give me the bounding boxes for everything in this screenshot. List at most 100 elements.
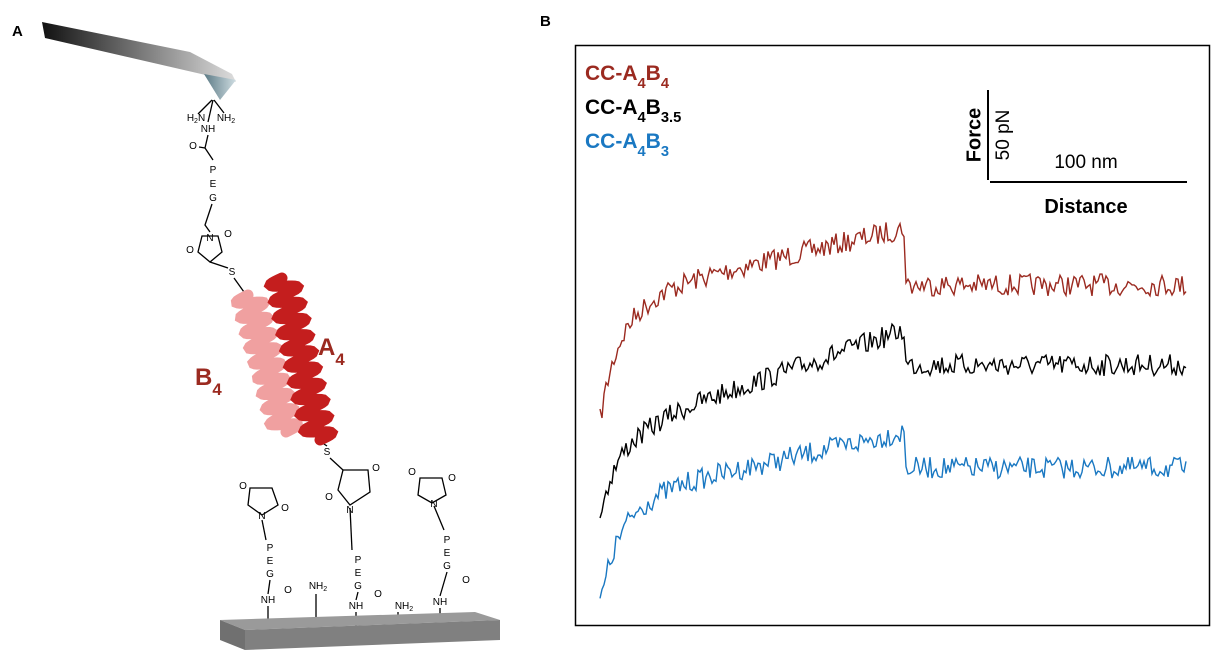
atom-label: NH2 (395, 601, 413, 614)
text-part: 4 (638, 144, 647, 160)
text-part: G (354, 581, 362, 592)
atom-label: O (325, 492, 333, 503)
text-part: NH (309, 581, 323, 592)
text-part: B (646, 96, 661, 119)
atom-label: N (206, 233, 213, 244)
atom-label: E (355, 568, 362, 579)
text-part: P (355, 555, 362, 566)
scale-label: Distance (1044, 196, 1127, 218)
text-part: 4 (638, 110, 647, 126)
text-part: NH (433, 597, 447, 608)
text-part: E (355, 568, 362, 579)
atom-label: O (448, 473, 456, 484)
atom-label: E (267, 556, 274, 567)
text-part: N (198, 113, 205, 124)
force-trace (599, 221, 1187, 419)
plot-frame (574, 44, 1211, 627)
atom-label: P (210, 165, 217, 176)
text-part: NH (395, 601, 409, 612)
atom-label: H2N (187, 113, 205, 126)
text-part: B (195, 364, 212, 391)
atom-label: S (229, 267, 236, 278)
text-part: P (444, 535, 451, 546)
text-part: B (646, 130, 661, 153)
text-part: N (206, 233, 213, 244)
atom-label: N (258, 511, 265, 522)
bonds (197, 99, 448, 628)
text-part: 4 (638, 76, 647, 92)
atom-label: G (354, 581, 362, 592)
text-part: G (209, 193, 217, 204)
helix-label: B4 (195, 364, 222, 399)
afm-cantilever (42, 22, 236, 100)
atom-label: NH (201, 124, 215, 135)
text-part: N (430, 499, 437, 510)
atom-label: O (372, 463, 380, 474)
text-part: O (448, 473, 456, 484)
text-part: 2 (323, 586, 327, 593)
atom-label: O (224, 229, 232, 240)
legend-entry: CC-A4B3 (585, 130, 669, 160)
text-part: O (189, 141, 197, 152)
text-part: 2 (231, 118, 235, 125)
atom-label: G (209, 193, 217, 204)
text-part: CC-A (585, 96, 638, 119)
text-part: A (318, 334, 335, 361)
text-part: NH (349, 601, 363, 612)
text-part: 3 (661, 144, 669, 160)
text-part: O (408, 467, 416, 478)
traces (599, 221, 1187, 599)
atom-label: NH (433, 597, 447, 608)
atom-label: O (408, 467, 416, 478)
helix-label: A4 (318, 334, 345, 369)
text-part: E (210, 179, 217, 190)
text-part: NH (261, 595, 275, 606)
legend-entry: CC-A4B3.5 (585, 96, 681, 126)
atom-label: E (444, 548, 451, 559)
text-part: B (646, 62, 661, 85)
surface (220, 612, 500, 650)
atom-label: N (430, 499, 437, 510)
atom-labels: H2N NH2NHOPEGNOOSSOONPEGONHOONPEGONHOONPE… (186, 113, 470, 614)
atom-label: O (462, 575, 470, 586)
text-part: H (187, 113, 194, 124)
helices (230, 272, 339, 446)
text-part: E (267, 556, 274, 567)
atom-label: G (266, 569, 274, 580)
text-part: CC-A (585, 130, 638, 153)
text-part: O (372, 463, 380, 474)
text-part: N (258, 511, 265, 522)
text-part: 2 (194, 118, 198, 125)
atom-label: O (374, 589, 382, 600)
scale-value: 50 pN (993, 110, 1014, 161)
atom-label: O (186, 245, 194, 256)
text-part: 4 (661, 76, 670, 92)
text-part: 2 (409, 606, 413, 613)
text-part: O (186, 245, 194, 256)
scale-label: Force (963, 108, 985, 162)
text-part: O (224, 229, 232, 240)
text-part: 3.5 (661, 110, 681, 126)
atom-label: O (189, 141, 197, 152)
text-part: G (266, 569, 274, 580)
atom-label: S (324, 447, 331, 458)
atom-label: P (355, 555, 362, 566)
text-part: N (346, 505, 353, 516)
scale-value: 100 nm (1054, 152, 1117, 173)
text-part: O (284, 585, 292, 596)
atom-label: P (444, 535, 451, 546)
text-part: G (443, 561, 451, 572)
text-part: NH (217, 113, 231, 124)
atom-label: P (267, 543, 274, 554)
atom-label: E (210, 179, 217, 190)
text-part: P (267, 543, 274, 554)
text-part: O (374, 589, 382, 600)
text-part: O (281, 503, 289, 514)
panel-label: B (540, 13, 551, 30)
force-trace (599, 322, 1187, 519)
text-part: S (324, 447, 331, 458)
text-part: 4 (335, 350, 345, 369)
atom-label: NH (349, 601, 363, 612)
